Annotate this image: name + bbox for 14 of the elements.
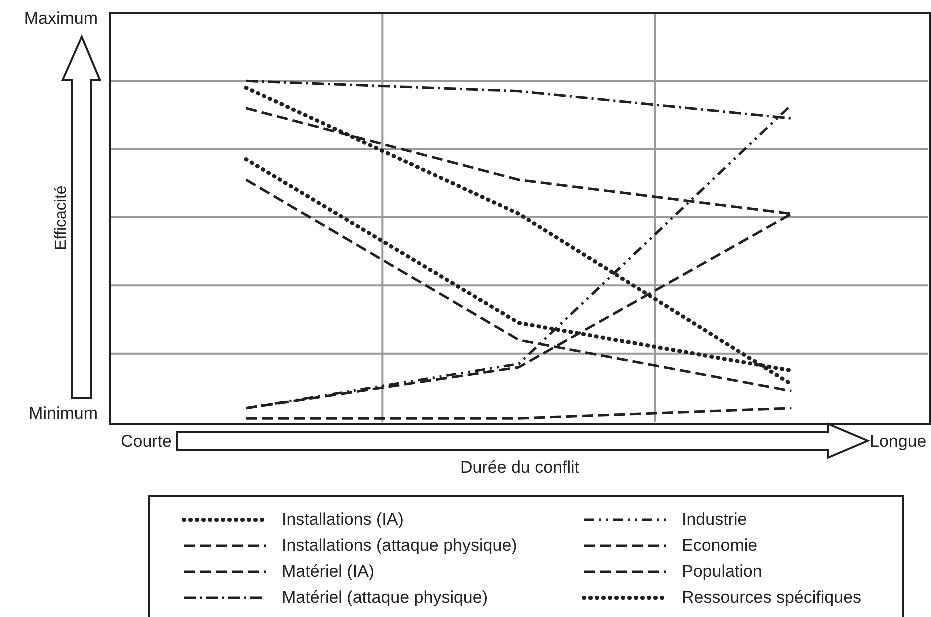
y-axis-title: Efficacité bbox=[53, 186, 70, 250]
legend-label: Ressources spécifiques bbox=[682, 588, 862, 608]
text: Longue bbox=[870, 432, 927, 451]
text: Maximum bbox=[24, 9, 98, 28]
legend-label: Industrie bbox=[682, 510, 748, 530]
x-axis-title: Durée du conflit bbox=[460, 458, 580, 477]
legend-label: Economie bbox=[682, 536, 758, 556]
legend-label: Population bbox=[682, 562, 762, 582]
text: Minimum bbox=[29, 404, 98, 423]
legend-label: Matériel (IA) bbox=[282, 562, 375, 582]
text: Courte bbox=[120, 432, 172, 451]
legend-label: Installations (attaque physique) bbox=[282, 536, 518, 556]
legend-label: Matériel (attaque physique) bbox=[282, 588, 488, 608]
legend-label: Installations (IA) bbox=[282, 510, 404, 530]
